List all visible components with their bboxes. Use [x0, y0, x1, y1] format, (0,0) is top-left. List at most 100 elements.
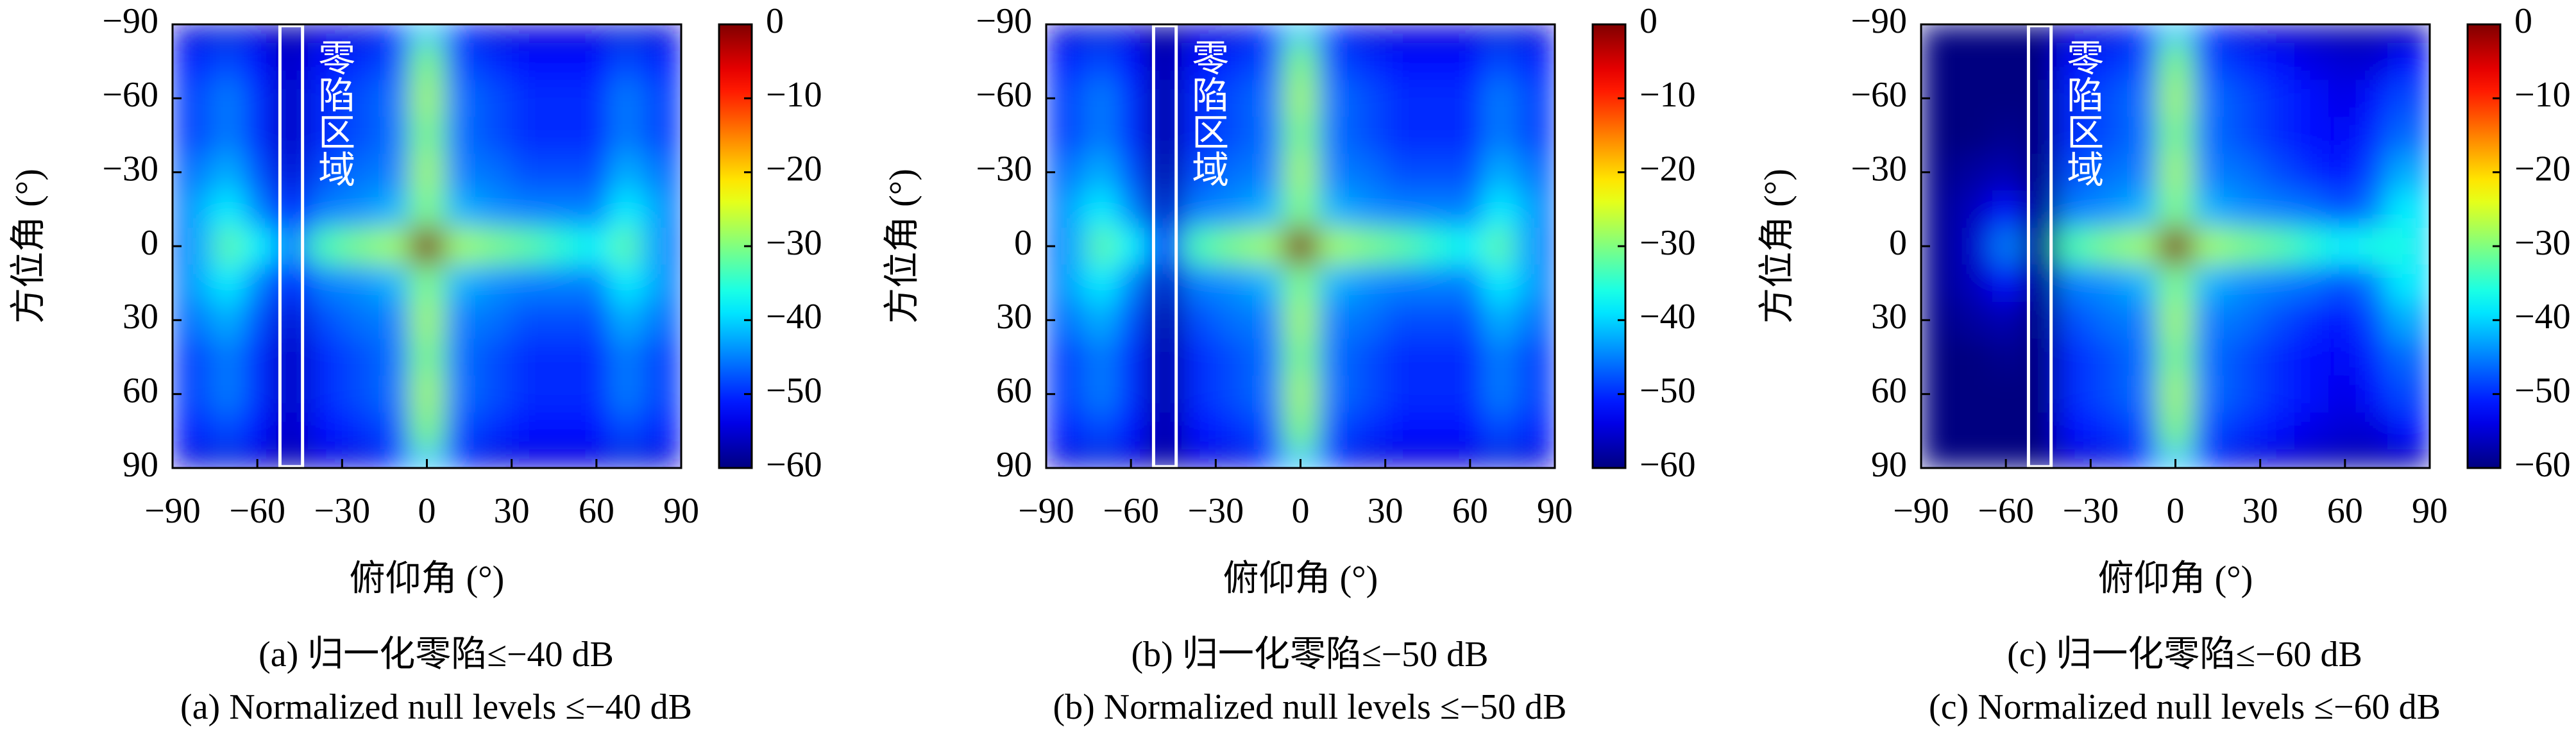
- heat-cell: [1484, 375, 1513, 414]
- heat-cell: [342, 412, 377, 451]
- heat-cell: [187, 412, 216, 451]
- heat-cell: [410, 412, 445, 451]
- heat-cell: [1182, 449, 1217, 468]
- x-tick-label: −60: [229, 491, 285, 531]
- heat-cell: [2328, 153, 2360, 192]
- heat-cell: [1089, 79, 1118, 118]
- heat-cell: [666, 375, 681, 414]
- heat-cell: [308, 301, 343, 340]
- heat-cell: [1963, 264, 1993, 303]
- heat-cell: [477, 301, 513, 340]
- heat-cell: [1060, 228, 1090, 265]
- heat-cell: [376, 24, 411, 44]
- heat-cell: [2090, 264, 2126, 303]
- heat-cell: [1963, 117, 1993, 155]
- heat-cell: [2056, 449, 2092, 468]
- heat-cell: [243, 228, 275, 265]
- heat-cell: [579, 301, 611, 340]
- heat-cell: [2387, 375, 2416, 414]
- heat-cell: [1317, 24, 1352, 44]
- heat-cell: [2387, 24, 2416, 44]
- heat-cell: [2328, 264, 2360, 303]
- y-tick-label: −60: [976, 75, 1032, 115]
- heat-cell: [1046, 339, 1062, 376]
- x-tick-label: −90: [144, 491, 201, 531]
- heat-cell: [1419, 190, 1454, 229]
- heat-cell: [1419, 153, 1454, 192]
- heat-cell: [1317, 375, 1352, 414]
- colorbar-tick-label: −20: [1640, 149, 1696, 189]
- heat-cell: [243, 24, 275, 44]
- heat-cell: [243, 79, 275, 118]
- heat-cell: [2056, 117, 2092, 155]
- heat-cell: [1419, 264, 1454, 303]
- heat-cell: [1453, 375, 1485, 414]
- heat-cell: [1089, 24, 1118, 44]
- heat-cell: [342, 301, 377, 340]
- heat-cell: [2359, 24, 2388, 44]
- heat-cell: [2158, 117, 2193, 155]
- heat-cell: [410, 301, 445, 340]
- heat-cell: [1453, 42, 1485, 81]
- heat-cell: [2328, 228, 2360, 265]
- heat-cell: [2226, 228, 2261, 265]
- x-tick-label: 0: [2167, 491, 2185, 531]
- heat-cell: [443, 301, 479, 340]
- heat-cell: [1935, 153, 1965, 192]
- heat-cell: [243, 117, 275, 155]
- heat-cell: [1419, 301, 1454, 340]
- heat-cell: [1351, 301, 1386, 340]
- heat-cell: [2359, 153, 2388, 192]
- heat-cell: [1216, 117, 1251, 155]
- heat-cell: [1182, 117, 1217, 155]
- heat-cell: [511, 412, 547, 451]
- heat-cell: [1419, 449, 1454, 468]
- heat-cell: [2158, 375, 2193, 414]
- heat-cell: [1484, 339, 1513, 376]
- null-region-label: 零陷区域: [1186, 38, 1228, 187]
- heat-cell: [511, 24, 547, 44]
- heat-cell: [545, 42, 580, 81]
- heat-cell: [1935, 117, 1965, 155]
- heat-cell: [2260, 79, 2295, 118]
- heat-cell: [2328, 412, 2360, 451]
- heat-cell: [2226, 153, 2261, 192]
- y-tick-label: 90: [123, 445, 158, 485]
- heat-cell: [2294, 412, 2329, 451]
- heat-cell: [2415, 264, 2430, 303]
- heat-cell: [1317, 79, 1352, 118]
- heat-cell: [2158, 153, 2193, 192]
- heat-cell: [443, 375, 479, 414]
- heat-cell: [1089, 339, 1118, 376]
- heat-cell: [1317, 42, 1352, 81]
- heat-cell: [1512, 264, 1541, 303]
- heat-cell: [1935, 301, 1965, 340]
- heat-cell: [1992, 375, 2024, 414]
- heat-cell: [1419, 375, 1454, 414]
- colorbar-tick-label: −10: [766, 75, 822, 115]
- heat-cell: [1317, 301, 1352, 340]
- x-tick-label: −30: [314, 491, 371, 531]
- heat-cell: [1060, 190, 1090, 229]
- heat-cell: [1284, 153, 1318, 192]
- heat-cell: [638, 190, 668, 229]
- heat-cell: [1250, 42, 1285, 81]
- heat-cell: [443, 264, 479, 303]
- heat-cell: [443, 153, 479, 192]
- heat-cell: [308, 412, 343, 451]
- heat-cell: [308, 117, 343, 155]
- heat-cell: [1963, 153, 1993, 192]
- colorbar-tick-label: 0: [1640, 1, 1657, 41]
- heat-cell: [1046, 24, 1062, 44]
- heat-cell: [545, 301, 580, 340]
- heat-cell: [376, 412, 411, 451]
- heat-cell: [511, 79, 547, 118]
- heat-cell: [215, 412, 244, 451]
- heat-cell: [187, 117, 216, 155]
- heat-cell: [1351, 449, 1386, 468]
- heat-cell: [2359, 79, 2388, 118]
- heat-cell: [2192, 301, 2227, 340]
- heat-cell: [1117, 79, 1149, 118]
- heat-cell: [2260, 42, 2295, 81]
